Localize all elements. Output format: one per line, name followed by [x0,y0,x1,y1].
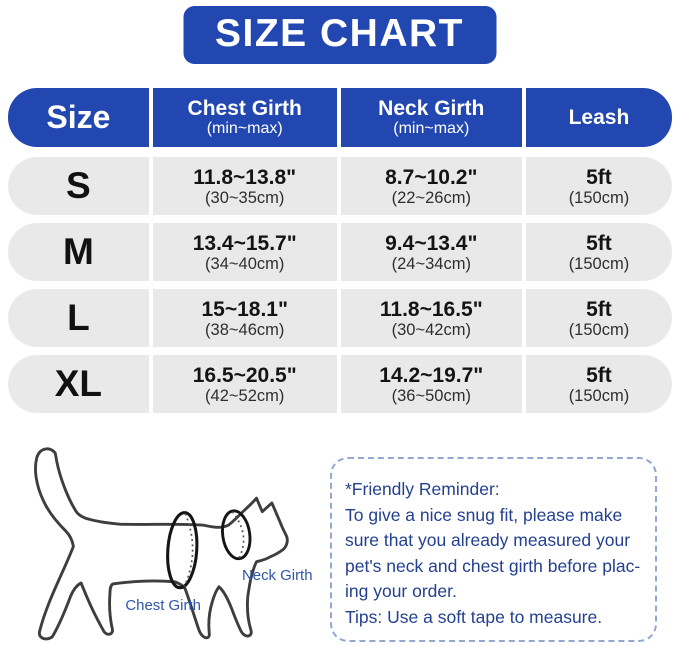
neck-girth-cell: 9.4~13.4" (24~34cm) [341,223,526,281]
leash-cell: 5ft (150cm) [526,355,672,413]
leash-length-ft: 5ft [586,165,612,189]
table-row-size-m: M 13.4~15.7" (34~40cm) 9.4~13.4" (24~34c… [8,223,672,281]
size-cell: M [8,223,153,281]
leash-cell: 5ft (150cm) [526,157,672,215]
reminder-line: To give a nice snug fit, please make [345,504,623,525]
size-value: S [66,165,91,206]
chest-girth-loop [166,511,199,590]
cat-measurement-diagram: Chest Girth Neck Girth [34,447,313,641]
neck-girth-cm: (30~42cm) [391,320,471,339]
reminder-line: Tips: Use a soft tape to measure. [345,606,603,627]
neck-girth-cm: (24~34cm) [391,254,471,273]
leash-length-ft: 5ft [586,363,612,387]
table-header-row: Size Chest Girth (min~max) Neck Girth (m… [8,88,672,147]
leash-length-cm: (150cm) [568,320,630,339]
chest-girth-cm: (42~52cm) [205,386,285,405]
neck-girth-inches: 11.8~16.5" [379,297,483,321]
chest-girth-cm: (34~40cm) [205,254,285,273]
column-header-label: Neck Girth [378,97,485,120]
neck-girth-inches: 14.2~19.7" [379,363,484,387]
leash-length-ft: 5ft [586,231,612,255]
table-row-size-l: L 15~18.1" (38~46cm) 11.8~16.5" (30~42cm… [8,289,672,347]
reminder-line: sure that you already measured your [345,530,631,550]
size-table: Size Chest Girth (min~max) Neck Girth (m… [8,88,672,421]
leash-length-ft: 5ft [586,297,612,321]
chest-girth-cell: 13.4~15.7" (34~40cm) [153,223,341,281]
chest-girth-cell: 15~18.1" (38~46cm) [153,289,341,347]
chest-girth-inches: 11.8~13.8" [193,165,297,189]
leash-length-cm: (150cm) [568,254,630,273]
column-header-label: Leash [568,106,630,129]
header-cell-size: Size [8,88,153,147]
bottom-section: Chest Girth Neck Girth *Friendly Reminde… [0,436,679,650]
reminder-box: *Friendly Reminder: To give a nice snug … [330,457,657,642]
header-cell-neck-girth: Neck Girth (min~max) [341,88,526,147]
neck-girth-loop [221,509,252,561]
reminder-line: pet's neck and chest girth before plac- [345,555,641,576]
size-value: M [62,231,94,272]
header-cell-chest-girth: Chest Girth (min~max) [153,88,341,147]
neck-girth-inches: 9.4~13.4" [385,231,478,255]
chest-girth-cm: (38~46cm) [205,320,285,339]
chest-girth-cell: 11.8~13.8" (30~35cm) [153,157,341,215]
chest-girth-inches: 15~18.1" [201,297,288,321]
column-header-label: Size [46,99,111,135]
leash-length-cm: (150cm) [568,386,630,405]
size-value: L [67,297,90,338]
header-cell-leash: Leash [526,88,672,147]
chest-girth-loop-back-dotted [183,513,194,588]
reminder-line: ing your order. [345,581,457,601]
size-chart-title-banner: SIZE CHART [183,6,496,64]
neck-girth-inches: 8.7~10.2" [385,165,478,189]
size-cell: XL [8,355,153,413]
chest-girth-label: Chest Girth [125,597,200,614]
column-header-sub: (min~max) [206,120,283,137]
size-cell: L [8,289,153,347]
reminder-line: *Friendly Reminder: [345,479,500,499]
page-title: SIZE CHART [215,12,464,55]
table-row-size-s: S 11.8~13.8" (30~35cm) 8.7~10.2" (22~26c… [8,157,672,215]
neck-girth-label: Neck Girth [242,567,312,584]
column-header-label: Chest Girth [187,97,302,120]
leash-cell: 5ft (150cm) [526,223,672,281]
neck-girth-cell: 14.2~19.7" (36~50cm) [341,355,526,413]
neck-girth-cm: (22~26cm) [391,188,471,207]
neck-girth-cm: (36~50cm) [391,386,471,405]
chest-girth-cell: 16.5~20.5" (42~52cm) [153,355,341,413]
leash-cell: 5ft (150cm) [526,289,672,347]
column-header-sub: (min~max) [393,120,470,137]
table-row-size-xl: XL 16.5~20.5" (42~52cm) 14.2~19.7" (36~5… [8,355,672,413]
neck-girth-cell: 8.7~10.2" (22~26cm) [341,157,526,215]
size-value: XL [54,363,103,404]
chest-girth-inches: 16.5~20.5" [192,363,297,387]
cat-outline [34,447,289,641]
neck-girth-cell: 11.8~16.5" (30~42cm) [341,289,526,347]
chest-girth-cm: (30~35cm) [205,188,285,207]
size-cell: S [8,157,153,215]
chest-girth-inches: 13.4~15.7" [192,231,297,255]
leash-length-cm: (150cm) [568,188,630,207]
